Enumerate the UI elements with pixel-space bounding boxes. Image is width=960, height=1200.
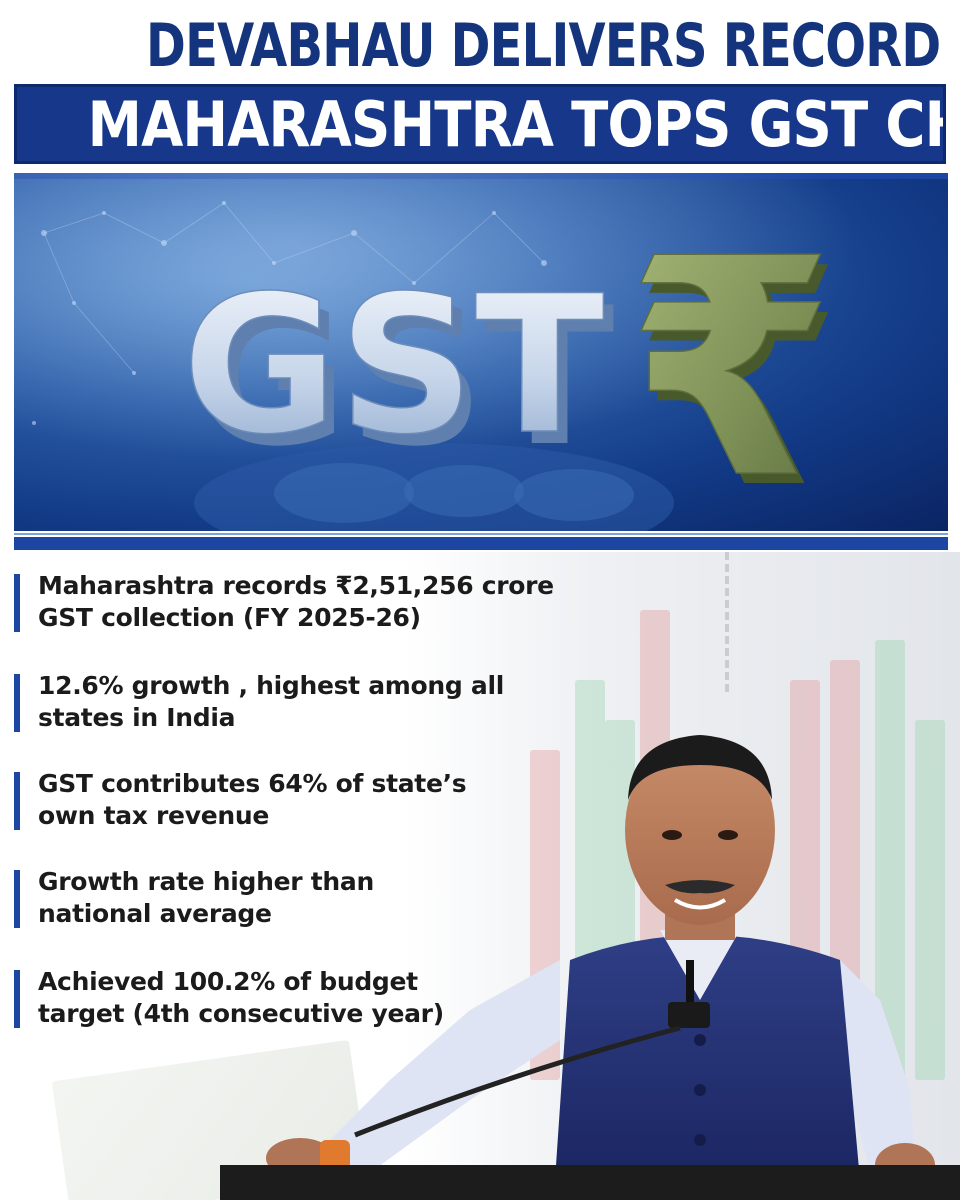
- banner-illustration: GST GST ₹ ₹: [14, 173, 948, 531]
- fact-text: Growth rate higher than national average: [38, 867, 374, 928]
- fact-bar: [14, 772, 20, 830]
- fact-text: Achieved 100.2% of budget target (4th co…: [38, 967, 444, 1028]
- headline-line-1: DEVABHAU DELIVERS RECORD REVENUE: [14, 10, 946, 82]
- network-dots: [32, 201, 547, 425]
- rupee-shadow: ₹: [634, 205, 843, 531]
- fact-text: GST contributes 64% of state’s own tax r…: [38, 769, 467, 830]
- network-lines: [43, 202, 545, 374]
- fact-bar: [14, 870, 20, 928]
- gst-text-shadow: GST: [192, 267, 614, 488]
- rupee-icon: ₹: [626, 195, 835, 531]
- banner-divider-thin: [14, 533, 948, 535]
- fact-bar: [14, 970, 20, 1028]
- fact-bar: [14, 674, 20, 732]
- gst-banner: GST GST ₹ ₹: [14, 173, 948, 531]
- bg-bar: [790, 680, 820, 1080]
- fact-text: Maharashtra records ₹2,51,256 crore GST …: [38, 571, 554, 632]
- banner-divider: [14, 537, 948, 550]
- bg-dashed-line: [725, 552, 729, 692]
- headline-line-2-text: MAHARASHTRA TOPS GST CHARTS: [87, 88, 943, 161]
- bg-bar: [875, 640, 905, 1080]
- bg-bar: [575, 680, 605, 1080]
- fact-text: 12.6% growth , highest among all states …: [38, 671, 505, 732]
- fact-bar: [14, 574, 20, 632]
- bg-bar: [830, 660, 860, 1080]
- headline-line-2: MAHARASHTRA TOPS GST CHARTS: [14, 84, 946, 164]
- bg-bar: [640, 610, 670, 1080]
- gst-text: GST: [182, 255, 604, 476]
- bg-bar: [915, 720, 945, 1080]
- bg-bar: [605, 720, 635, 1080]
- headline-line-1-text: DEVABHAU DELIVERS RECORD REVENUE: [146, 11, 946, 81]
